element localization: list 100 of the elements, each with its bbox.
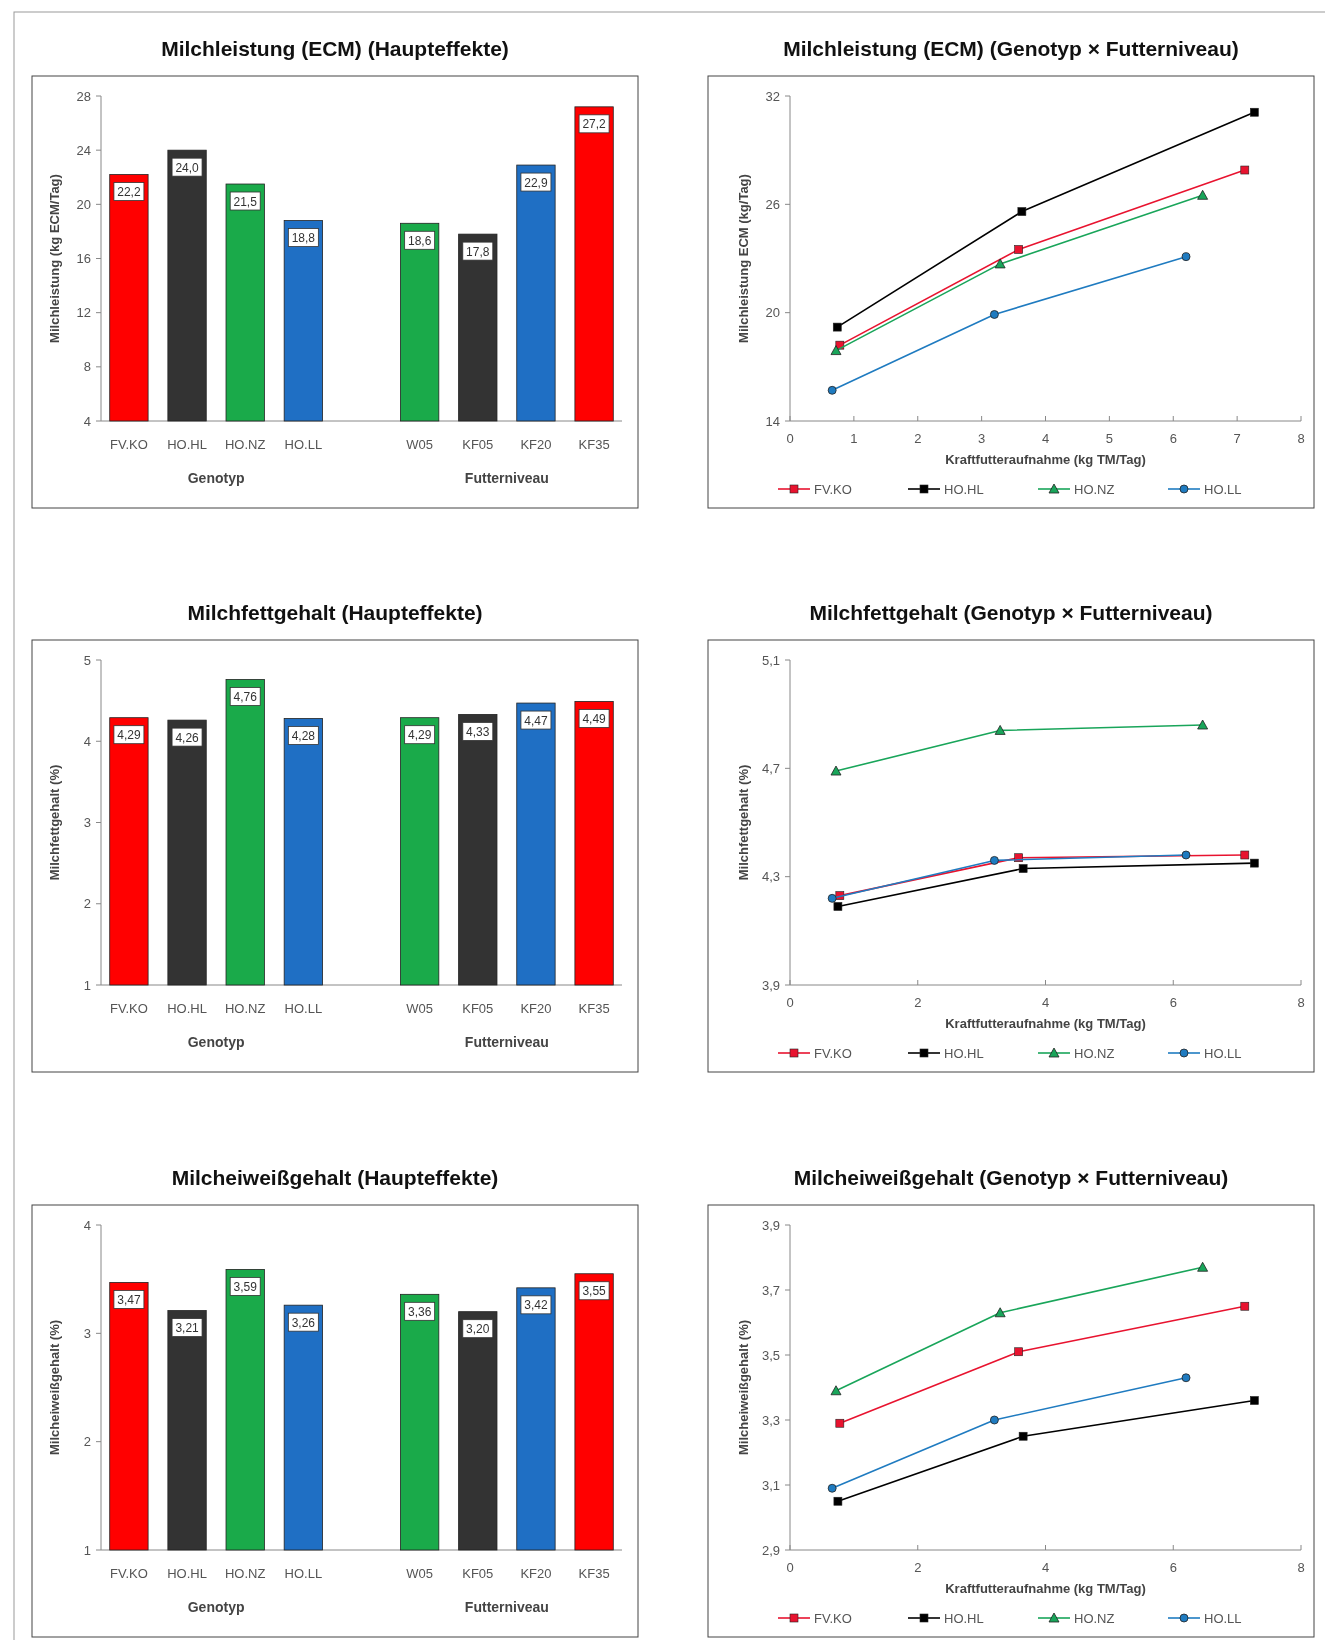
x-tick-label: HO.LL <box>284 1566 323 1581</box>
x-tick-label: 3 <box>978 431 986 446</box>
x-tick-label: 4 <box>1041 1560 1050 1575</box>
point <box>827 1483 837 1493</box>
y-tick-label: 1 <box>83 1542 91 1558</box>
x-tick-label: 8 <box>1297 995 1305 1010</box>
point <box>833 902 843 911</box>
x-tick-label: KF35 <box>578 1566 610 1581</box>
x-tick-label: 1 <box>850 431 858 446</box>
x-tick-label: 0 <box>786 995 794 1010</box>
x-tick-label: W05 <box>406 1001 434 1016</box>
point <box>1250 858 1259 868</box>
data-label: 3,26 <box>291 1315 316 1330</box>
data-label: 27,2 <box>582 117 607 132</box>
text: Futterniveau <box>464 1034 549 1050</box>
chart-title: Milchleistung (ECM) (Genotyp × Futterniveau) <box>783 37 1239 60</box>
point <box>832 322 842 332</box>
x-tick-label: HO.NZ <box>224 437 266 452</box>
point <box>990 856 999 865</box>
data-label: 3,21 <box>175 1321 200 1336</box>
y-axis-title: Milcheiweißgehalt (%) <box>736 1319 751 1456</box>
x-tick-label: 4 <box>1041 431 1050 446</box>
data-label: 4,49 <box>582 711 607 726</box>
text: Futterniveau <box>464 470 549 486</box>
point <box>1250 107 1259 117</box>
y-axis-title: Milchleistung ECM (kg/Tag) <box>736 174 751 343</box>
y-tick-label: 14 <box>765 413 780 429</box>
y-tick-label: 2 <box>83 1434 91 1450</box>
x-axis-title: Kraftfutteraufnahme (kg TM/Tag) <box>945 1581 1146 1596</box>
point <box>1181 1373 1191 1383</box>
y-tick-label: 3,5 <box>761 1347 780 1363</box>
x-tick-label: 8 <box>1297 1560 1305 1575</box>
x-tick-label: FV.KO <box>110 1001 148 1016</box>
legend-label: HO.LL <box>1204 481 1242 497</box>
point <box>835 1418 845 1428</box>
point <box>1014 245 1023 254</box>
point <box>830 765 842 776</box>
data-label: 4,47 <box>524 713 548 728</box>
x-axis-title: Kraftfutteraufnahme (kg TM/Tag) <box>945 1016 1146 1031</box>
point <box>990 310 999 319</box>
point <box>1181 252 1191 262</box>
chart-title: Milchfettgehalt (Genotyp × Futterniveau) <box>809 601 1213 624</box>
x-tick-label: KF05 <box>462 1566 494 1581</box>
data-label: 3,55 <box>582 1284 607 1299</box>
y-tick-label: 1 <box>83 977 91 993</box>
y-tick-label: 3 <box>83 815 91 831</box>
x-tick-label: HO.NZ <box>224 1001 266 1016</box>
y-tick-label: 20 <box>765 305 780 321</box>
point <box>833 1496 843 1506</box>
point <box>1240 165 1250 175</box>
x-tick-label: KF20 <box>520 1001 552 1016</box>
legend-label: FV.KO <box>814 481 852 497</box>
x-tick-label: 8 <box>1297 431 1305 446</box>
x-tick-label: HO.HL <box>167 437 207 452</box>
x-tick-label: 6 <box>1169 1560 1177 1575</box>
y-tick-label: 3,7 <box>761 1282 780 1298</box>
point <box>830 345 842 355</box>
data-label: 4,76 <box>233 690 258 704</box>
y-tick-label: 3,9 <box>761 977 780 993</box>
chart-title: Milcheiweißgehalt (Genotyp × Futterniveau) <box>793 1166 1229 1189</box>
x-tick-label: KF35 <box>578 437 610 452</box>
point <box>1197 1261 1209 1272</box>
x-tick-label: 6 <box>1169 431 1177 446</box>
data-label: 4,29 <box>117 728 141 743</box>
x-tick-label: HO.HL <box>167 1001 207 1016</box>
y-tick-label: 8 <box>83 359 91 375</box>
y-tick-label: 32 <box>765 88 780 104</box>
y-axis-title: Milchfettgehalt (%) <box>736 764 751 881</box>
y-tick-label: 24 <box>76 142 91 158</box>
data-label: 17,8 <box>466 244 490 259</box>
x-tick-label: KF20 <box>520 437 552 452</box>
point <box>990 1415 999 1425</box>
x-tick-label: 4 <box>1041 995 1050 1010</box>
y-tick-label: 3,3 <box>761 1412 780 1428</box>
point <box>1197 189 1209 200</box>
text: Genotyp <box>187 1599 245 1615</box>
x-tick-label: FV.KO <box>110 1566 148 1581</box>
x-tick-label: KF05 <box>462 1001 494 1016</box>
text: Genotyp <box>187 470 245 486</box>
y-axis-title: Milchfettgehalt (%) <box>47 764 62 881</box>
text: Futterniveau <box>464 1599 549 1615</box>
data-label: 18,6 <box>407 233 432 248</box>
y-tick-label: 3,9 <box>761 1217 780 1233</box>
x-tick-label: KF35 <box>578 1001 610 1016</box>
x-tick-label: KF05 <box>462 437 494 452</box>
x-tick-label: HO.NZ <box>224 1566 266 1581</box>
y-tick-label: 4,3 <box>761 869 780 885</box>
point <box>827 893 837 903</box>
x-tick-label: 0 <box>786 431 794 446</box>
x-tick-label: HO.LL <box>284 437 323 452</box>
y-tick-label: 26 <box>765 196 780 212</box>
data-label: 4,26 <box>175 730 200 745</box>
legend-label: HO.LL <box>1204 1610 1242 1626</box>
legend-label: HO.NZ <box>1074 1610 1115 1626</box>
text: Genotyp <box>187 1034 245 1050</box>
legend-label: HO.HL <box>944 1045 984 1061</box>
y-tick-label: 2 <box>83 896 91 912</box>
x-tick-label: 6 <box>1169 995 1177 1010</box>
point <box>1240 850 1250 860</box>
x-tick-label: KF20 <box>520 1566 552 1581</box>
